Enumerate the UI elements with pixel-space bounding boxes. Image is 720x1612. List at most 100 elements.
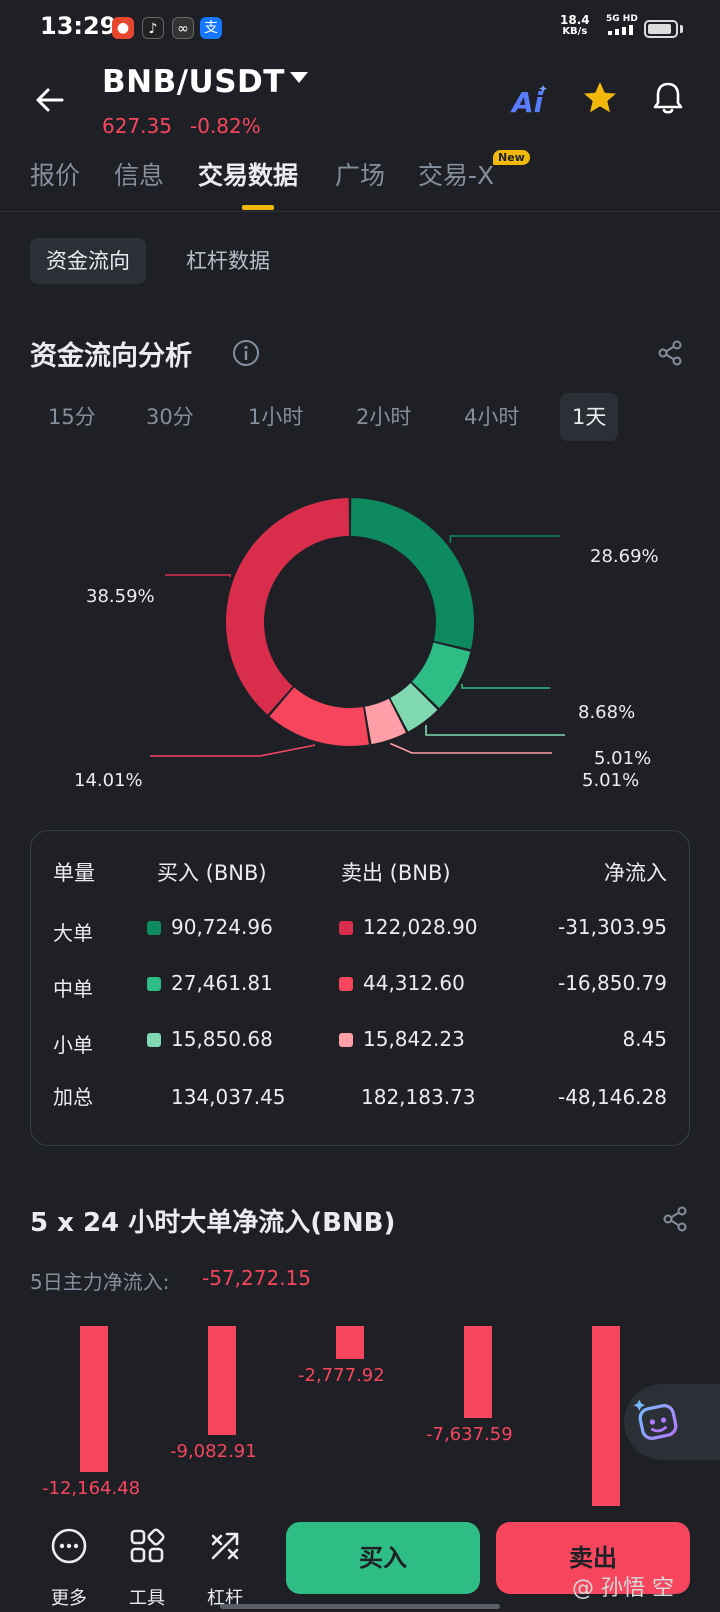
net-inflow-bar[interactable] bbox=[208, 1326, 236, 1435]
fund-flow-table: 单量 买入 (BNB) 卖出 (BNB) 净流入 大单 90,724.96 12… bbox=[30, 830, 690, 1146]
interval-4h[interactable]: 4小时 bbox=[464, 405, 520, 429]
tab-square[interactable]: 广场 bbox=[335, 161, 386, 190]
interval-30m[interactable]: 30分 bbox=[146, 405, 194, 429]
bottom-leverage-label: 杠杆 bbox=[207, 1588, 243, 1609]
net-inflow-bar[interactable] bbox=[80, 1326, 108, 1472]
pair-dropdown-caret-icon[interactable] bbox=[290, 72, 308, 83]
donut-leader-small-buy bbox=[425, 724, 565, 736]
donut-leader-small-sell bbox=[390, 742, 552, 754]
subtab-leverage-data[interactable]: 杠杆数据 bbox=[186, 249, 270, 273]
battery-icon bbox=[644, 20, 678, 38]
table-header-buy: 买入 (BNB) bbox=[157, 861, 267, 885]
sell-color-swatch bbox=[339, 921, 353, 935]
header-divider bbox=[0, 211, 720, 212]
home-indicator[interactable] bbox=[220, 1604, 500, 1609]
sell-color-swatch bbox=[339, 1033, 353, 1047]
table-row-label: 大单 bbox=[53, 921, 93, 945]
table-total-sell: 182,183.73 bbox=[361, 1085, 476, 1109]
interval-1h[interactable]: 1小时 bbox=[248, 405, 304, 429]
tools-icon bbox=[130, 1528, 165, 1563]
donut-label-medium-sell: 14.01% bbox=[74, 770, 143, 791]
table-header-sell: 卖出 (BNB) bbox=[341, 861, 451, 885]
net-inflow-bar-chart: -12,164.48 -9,082.91 -2,777.92 -7,637.59 bbox=[0, 1326, 720, 1506]
fund-flow-donut-chart bbox=[150, 498, 565, 757]
battery-tip bbox=[680, 25, 683, 33]
subtab-fund-flow[interactable]: 资金流向 bbox=[30, 238, 146, 284]
donut-label-small-buy: 5.01% bbox=[594, 748, 652, 769]
favorite-star-icon[interactable] bbox=[582, 80, 618, 116]
alipay-icon: 支 bbox=[200, 17, 222, 39]
donut-leader-large-buy bbox=[449, 535, 560, 543]
battery-level bbox=[648, 24, 672, 34]
net-inflow-bar[interactable] bbox=[464, 1326, 492, 1418]
back-arrow-icon[interactable] bbox=[30, 80, 70, 120]
bottom-more-label: 更多 bbox=[51, 1588, 87, 1609]
interval-15m[interactable]: 15分 bbox=[48, 405, 96, 429]
tiktok-icon: ♪ bbox=[142, 17, 164, 39]
table-cell-sell: 44,312.60 bbox=[363, 971, 465, 995]
table-cell-net: -31,303.95 bbox=[557, 915, 667, 939]
interval-1d[interactable]: 1天 bbox=[560, 393, 619, 441]
table-total-buy: 134,037.45 bbox=[171, 1085, 286, 1109]
robot-assistant-icon bbox=[633, 1399, 678, 1440]
sell-color-swatch bbox=[339, 977, 353, 991]
five-day-net-inflow-value: -57,272.15 bbox=[202, 1266, 312, 1290]
interval-2h[interactable]: 2小时 bbox=[356, 405, 412, 429]
leverage-icon bbox=[211, 1532, 239, 1560]
table-header-net: 净流入 bbox=[604, 861, 667, 885]
table-cell-sell: 15,842.23 bbox=[363, 1027, 465, 1051]
table-header-size: 单量 bbox=[53, 861, 95, 885]
info-icon[interactable] bbox=[232, 339, 260, 367]
donut-leader-medium-sell bbox=[150, 744, 316, 757]
donut-slice-medium-sell bbox=[269, 687, 369, 746]
buy-button[interactable]: 买入 bbox=[286, 1522, 480, 1594]
assistant-bot-button[interactable] bbox=[624, 1384, 720, 1460]
five-day-net-inflow-label: 5日主力净流入: bbox=[30, 1270, 170, 1294]
weibo-icon: ● bbox=[112, 17, 134, 39]
table-cell-net: -16,850.79 bbox=[557, 971, 667, 995]
donut-label-large-buy: 28.69% bbox=[590, 546, 659, 567]
notification-bell-icon[interactable] bbox=[650, 80, 686, 116]
net-inflow-bar-label: -7,637.59 bbox=[426, 1423, 513, 1445]
net-inflow-bar[interactable] bbox=[592, 1326, 620, 1506]
table-cell-net: 8.45 bbox=[622, 1027, 667, 1051]
donut-label-small-sell: 5.01% bbox=[582, 770, 640, 791]
donut-leader-medium-buy bbox=[461, 683, 550, 689]
tab-trading-data[interactable]: 交易数据 bbox=[198, 161, 299, 190]
sell-button[interactable]: 卖出 bbox=[496, 1522, 690, 1594]
more-icon bbox=[51, 1528, 87, 1564]
network-speed: 18.4 KB/s bbox=[560, 13, 590, 37]
donut-slice-small-sell bbox=[364, 698, 406, 745]
tab-info[interactable]: 信息 bbox=[114, 161, 165, 190]
donut-slice-medium-buy bbox=[411, 642, 471, 709]
share-icon[interactable] bbox=[660, 1204, 690, 1234]
share-icon[interactable] bbox=[655, 338, 685, 368]
table-cell-buy: 27,461.81 bbox=[171, 971, 273, 995]
table-cell-buy: 90,724.96 bbox=[171, 915, 273, 939]
ai-assistant-icon[interactable]: Ai bbox=[512, 86, 544, 119]
donut-leader-large-sell bbox=[165, 574, 231, 578]
bottom-tools-label: 工具 bbox=[129, 1588, 165, 1609]
donut-slice-large-buy bbox=[350, 498, 474, 650]
table-row-label: 小单 bbox=[53, 1033, 93, 1057]
pair-price: 627.35 bbox=[102, 114, 172, 138]
fund-flow-title: 资金流向分析 bbox=[30, 341, 192, 372]
tab-quote[interactable]: 报价 bbox=[30, 161, 81, 190]
status-bar: 13:29 ● ♪ ∞ 支 18.4 KB/s 5G HD bbox=[0, 0, 720, 56]
active-tab-indicator bbox=[242, 205, 274, 210]
buy-color-swatch bbox=[147, 977, 161, 991]
pair-title[interactable]: BNB/USDT bbox=[102, 64, 285, 100]
net-inflow-bar-label: -9,082.91 bbox=[170, 1440, 257, 1462]
donut-label-medium-buy: 8.68% bbox=[578, 702, 636, 723]
link-app-icon: ∞ bbox=[172, 17, 194, 39]
buy-color-swatch bbox=[147, 1033, 161, 1047]
donut-label-large-sell: 38.59% bbox=[86, 586, 155, 607]
table-total-net: -48,146.28 bbox=[557, 1085, 667, 1109]
net-inflow-bar-label: -2,777.92 bbox=[298, 1365, 385, 1387]
donut-slice-large-sell bbox=[226, 498, 350, 715]
net-inflow-bar[interactable] bbox=[336, 1326, 364, 1360]
tab-trade-x[interactable]: 交易-X bbox=[418, 161, 495, 190]
table-row-label: 中单 bbox=[53, 977, 93, 1001]
table-cell-sell: 122,028.90 bbox=[363, 915, 478, 939]
net-inflow-bar-label: -12,164.48 bbox=[42, 1477, 141, 1499]
